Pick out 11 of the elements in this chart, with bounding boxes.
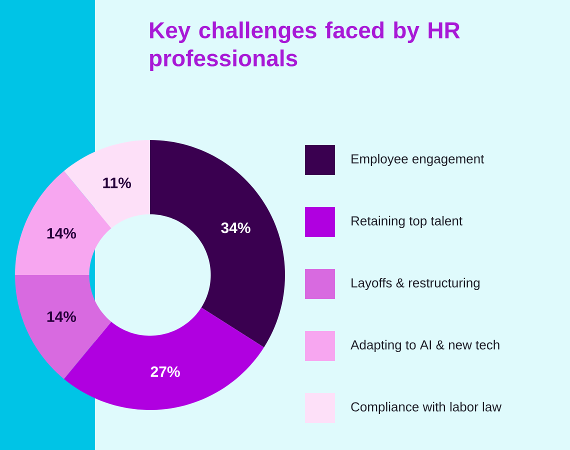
legend-label: Retaining top talent [352, 216, 462, 228]
data-label: 14% [47, 228, 76, 239]
chart-title: Key challenges faced by HR professionals [150, 22, 460, 71]
legend-label: Employee engagement [352, 154, 484, 166]
legend-label: Adapting to AI & new tech [350, 340, 500, 352]
legend-label: Compliance with labor law [351, 402, 502, 414]
legend-label: Layoffs & restructuring [352, 278, 480, 290]
data-label: 14% [47, 311, 76, 322]
data-label: 27% [150, 366, 180, 377]
data-label: 11% [103, 178, 132, 188]
data-label: 34% [221, 222, 250, 234]
